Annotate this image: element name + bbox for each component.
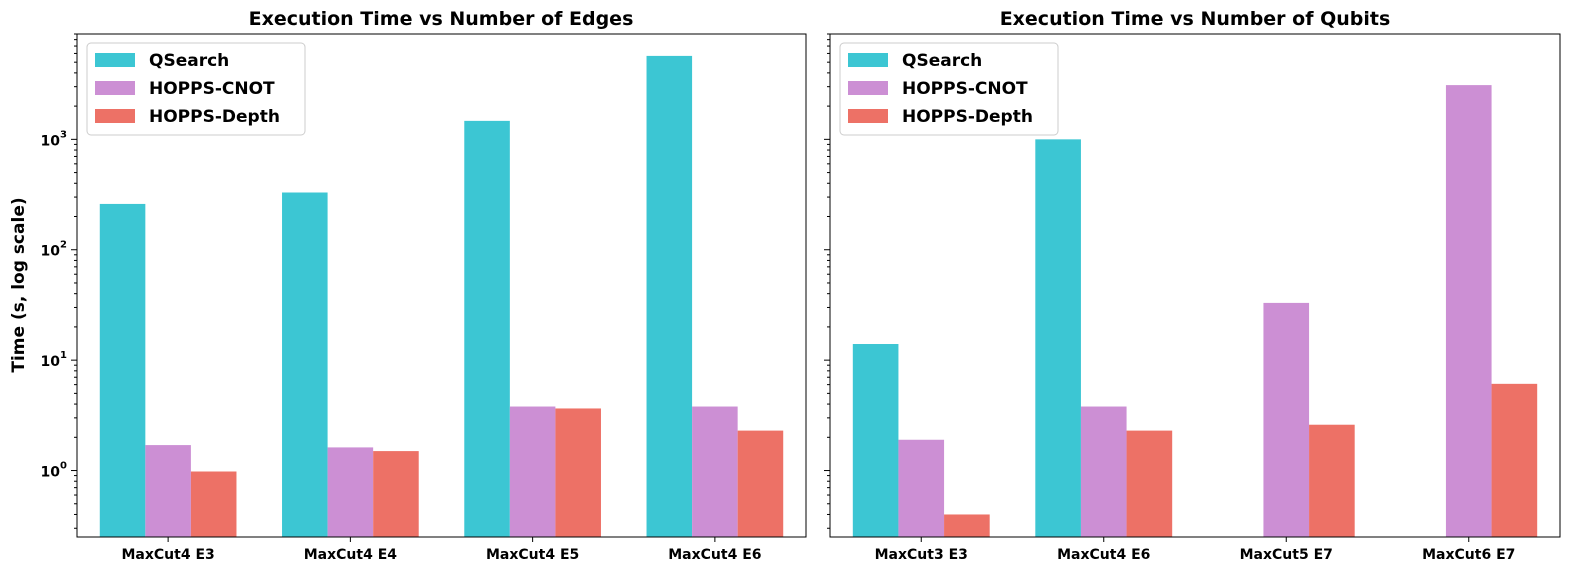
legend-box	[86, 42, 306, 136]
x-tick-label: MaxCut3 E3	[875, 547, 968, 563]
bar-hopps-depth-0	[190, 471, 237, 537]
y-tick-label: 103	[41, 129, 67, 149]
bar-qsearch-0	[99, 203, 146, 537]
legend: QSearch HOPPS-CNOT HOPPS-Depth	[86, 42, 306, 136]
legend-label: HOPPS-Depth	[902, 107, 1033, 127]
bar-qsearch-0	[852, 344, 899, 537]
legend-label: HOPPS-CNOT	[149, 79, 275, 99]
bar-hopps-cnot-0	[145, 445, 191, 537]
plot-frame	[829, 33, 1561, 538]
x-tick-label: MaxCut4 E6	[1057, 547, 1150, 563]
x-tick-label: MaxCut4 E3	[121, 547, 214, 563]
bar-hopps-depth-2	[1309, 424, 1355, 537]
legend-label: HOPPS-Depth	[149, 107, 280, 127]
bar-hopps-cnot-1	[1080, 406, 1127, 537]
bar-hopps-depth-3	[1491, 383, 1538, 537]
chart-edges: Execution Time vs Number of Edges Time (…	[9, 8, 807, 563]
bar-hopps-cnot-1	[327, 447, 374, 537]
legend-swatch	[95, 53, 135, 67]
x-tick-label: MaxCut4 E4	[304, 547, 398, 563]
y-tick-label: 102	[41, 240, 67, 260]
bar-qsearch-1	[282, 192, 328, 537]
legend-swatch	[848, 53, 888, 67]
bar-hopps-cnot-3	[1445, 85, 1492, 537]
x-tick-label: MaxCut4 E6	[668, 547, 761, 563]
chart-title: Execution Time vs Number of Edges	[249, 8, 634, 30]
bar-hopps-cnot-0	[898, 439, 945, 537]
bar-hopps-depth-1	[1126, 430, 1173, 537]
legend: QSearch HOPPS-CNOT HOPPS-Depth	[839, 42, 1059, 136]
x-tick-label: MaxCut4 E5	[486, 547, 579, 563]
bar-hopps-cnot-3	[692, 406, 738, 537]
y-tick-label: 100	[41, 461, 67, 481]
chart-qubits: Execution Time vs Number of Qubits MaxCu…	[824, 8, 1561, 563]
legend-swatch	[95, 81, 135, 95]
bar-hopps-cnot-2	[509, 406, 556, 537]
bar-hopps-depth-2	[555, 408, 601, 537]
chart-title: Execution Time vs Number of Qubits	[1000, 8, 1391, 30]
bar-qsearch-1	[1035, 139, 1081, 537]
legend-swatch	[848, 81, 888, 95]
legend-swatch	[95, 109, 135, 123]
bar-hopps-cnot-2	[1263, 302, 1310, 537]
bar-hopps-depth-1	[373, 451, 419, 537]
legend-box	[839, 42, 1059, 136]
bar-hopps-depth-0	[944, 514, 990, 537]
legend-label: QSearch	[149, 51, 229, 71]
x-tick-label: MaxCut6 E7	[1422, 547, 1515, 563]
x-tick-label: MaxCut5 E7	[1240, 547, 1333, 563]
y-axis-label: Time (s, log scale)	[9, 197, 29, 372]
legend-label: HOPPS-CNOT	[902, 79, 1028, 99]
legend-label: QSearch	[902, 51, 982, 71]
bar-qsearch-3	[646, 55, 693, 538]
legend-swatch	[848, 109, 888, 123]
bar-qsearch-2	[464, 120, 510, 538]
plot-frame	[76, 33, 807, 538]
bar-hopps-depth-3	[737, 430, 784, 537]
y-tick-label: 101	[41, 350, 67, 370]
